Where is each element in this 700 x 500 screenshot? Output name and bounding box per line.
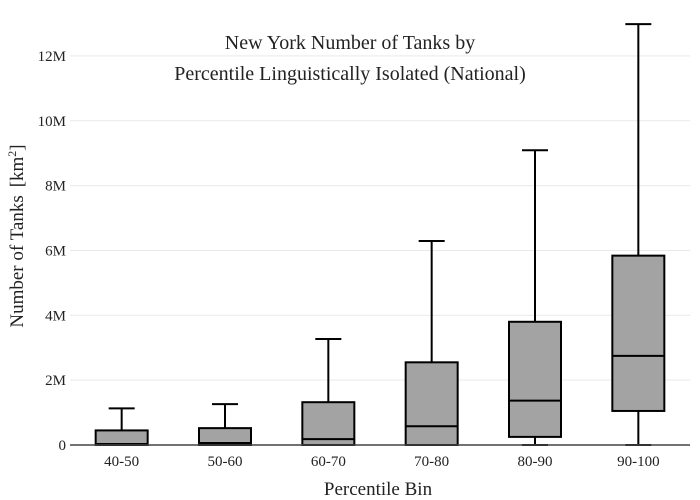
x-tick-labels: 40-50 50-60 60-70 70-80 80-90 90-100: [104, 454, 659, 470]
iqr-box: [404, 361, 459, 446]
x-axis-title: Percentile Bin: [324, 479, 433, 500]
iqr-box: [94, 429, 149, 446]
x-tick-label: 80-90: [518, 454, 553, 470]
grid-lines: [70, 55, 690, 381]
x-tick-label: 40-50: [104, 454, 139, 470]
y-tick-label: 0: [59, 438, 67, 454]
x-tick-label: 70-80: [414, 454, 449, 470]
box-40-50: [94, 407, 149, 446]
y-tick-label: 10M: [38, 114, 66, 130]
iqr-box: [508, 320, 562, 438]
y-tick-labels: 0 2M 4M 6M 8M 10M 12M: [38, 49, 66, 454]
iqr-box: [611, 254, 666, 412]
y-axis-title-unit: [km: [7, 156, 28, 187]
box-50-60: [198, 403, 252, 447]
y-tick-label: 2M: [45, 373, 66, 389]
chart-title-line-2: Percentile Linguistically Isolated (Nati…: [174, 63, 526, 85]
y-axis-title: Number of Tanks [km2]: [5, 144, 28, 327]
y-tick-label: 8M: [45, 179, 66, 195]
box-90-100: [611, 23, 666, 446]
y-axis-title-unit-end: ]: [7, 144, 28, 150]
y-tick-label: 4M: [45, 308, 66, 324]
y-tick-label: 12M: [38, 49, 66, 65]
box-70-80: [404, 240, 459, 446]
x-tick-label: 60-70: [311, 454, 346, 470]
box-60-70: [301, 337, 356, 447]
y-axis-title-unit-sup: 2: [5, 151, 19, 157]
box-80-90: [508, 149, 562, 446]
chart-title-line-1: New York Number of Tanks by: [225, 32, 475, 54]
y-axis-title-text: Number of Tanks: [7, 195, 28, 327]
y-tick-label: 6M: [45, 243, 66, 259]
x-tick-label: 50-60: [208, 454, 243, 470]
box-series: [94, 23, 666, 447]
x-tick-label: 90-100: [617, 454, 660, 470]
